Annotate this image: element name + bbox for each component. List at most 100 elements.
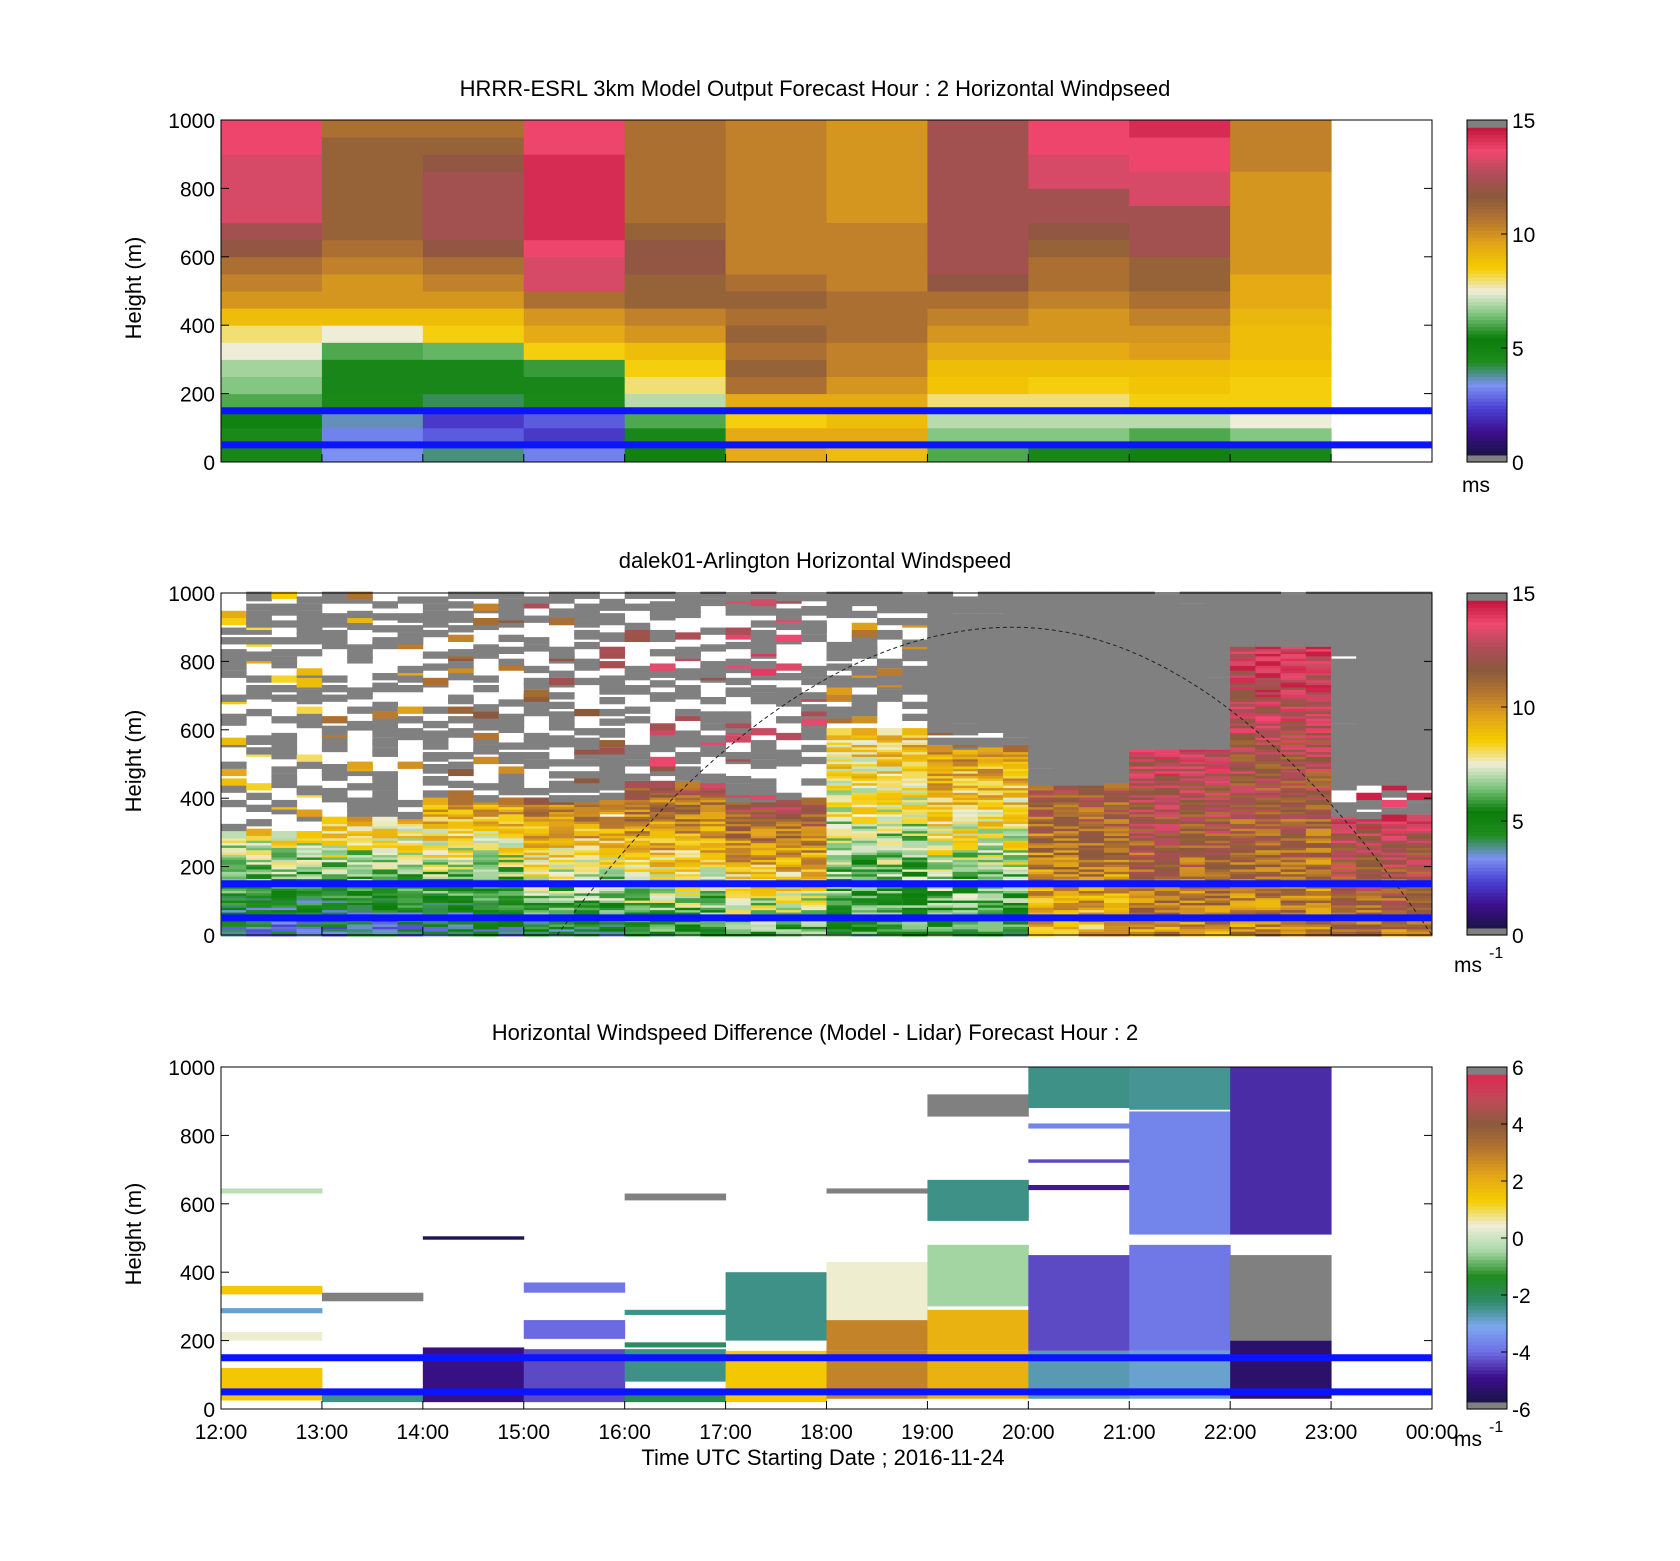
panel2-cell <box>221 857 247 865</box>
panel1-colorbar-segment <box>1467 209 1507 214</box>
panel2-cell <box>599 845 626 853</box>
panel2-cell <box>1204 682 1231 690</box>
panel1-cell <box>1028 342 1130 360</box>
panel1-colorbar-segment <box>1467 451 1507 456</box>
panel2-cell <box>1406 742 1433 750</box>
panel2-cell <box>750 603 777 611</box>
panel1-colorbar-segment <box>1467 241 1507 246</box>
panel2-cell <box>422 596 449 604</box>
panel2-cell <box>498 787 525 796</box>
panel2-cell <box>321 742 348 750</box>
panel1-cell <box>725 171 827 189</box>
panel1-colorbar-segment <box>1467 387 1507 392</box>
panel2-cell <box>498 591 525 599</box>
panel2-cell <box>1280 651 1307 659</box>
panel2-cell <box>750 759 777 767</box>
panel2-cell <box>548 780 575 789</box>
panel2-cell <box>1053 900 1080 908</box>
panel2-cell <box>523 601 550 609</box>
panel2-cell <box>725 775 752 784</box>
panel1-cell <box>422 256 525 275</box>
panel1-colorbar-segment <box>1467 134 1507 139</box>
panel2-cell <box>574 603 600 611</box>
panel2-cell <box>1104 773 1130 781</box>
panel2-cell <box>1381 807 1408 815</box>
panel1-cell <box>221 308 323 326</box>
panel2-cell <box>347 591 373 599</box>
panel2-cell <box>952 900 979 908</box>
panel2-cell <box>574 780 600 789</box>
panel1-cell <box>927 256 1029 275</box>
panel1-cell <box>927 273 1029 292</box>
panel2-cell <box>675 883 701 891</box>
panel2-cell <box>624 591 651 599</box>
panel2-cell <box>700 735 726 743</box>
panel2-cell <box>1331 730 1357 738</box>
panel2-cell <box>902 752 928 760</box>
panel2-cell <box>1305 744 1332 753</box>
panel2-cell <box>851 665 878 674</box>
panel2-cell <box>246 684 272 693</box>
panel2-cell <box>927 795 954 803</box>
panel2-cell <box>977 689 1004 698</box>
panel2-cell <box>1406 775 1433 784</box>
panel2-cell <box>952 620 979 628</box>
panel2-cell <box>498 780 525 789</box>
panel2-cell <box>599 756 626 765</box>
panel2-cell <box>296 696 323 705</box>
panel2-cell <box>498 605 525 614</box>
panel2-cell <box>927 713 954 722</box>
panel2-cell <box>1179 926 1206 935</box>
panel2-cell <box>1028 740 1054 748</box>
panel2-cell <box>1230 596 1256 604</box>
panel1-cell <box>927 308 1029 326</box>
panel2-cell <box>1154 737 1181 745</box>
panel2-cell <box>574 742 600 750</box>
panel2-cell <box>700 627 726 635</box>
panel2-cell <box>801 876 827 884</box>
panel1-cell <box>422 308 525 326</box>
panel1-colorbar-frame <box>1466 119 1508 463</box>
panel2-cell <box>1179 699 1206 707</box>
panel1-colorbar-segment <box>1467 141 1507 146</box>
panel2-cell <box>321 620 348 628</box>
panel1-cell <box>927 239 1029 258</box>
panel1-cell <box>321 427 424 446</box>
panel1-cell <box>725 427 827 446</box>
panel1-colorbar-segment <box>1467 223 1507 228</box>
panel1-cell <box>422 410 525 429</box>
panel1-colorbar-segment <box>1467 173 1507 178</box>
panel2-cell <box>372 819 399 827</box>
panel1-colorbar-segment <box>1467 330 1507 335</box>
panel2-cell <box>574 747 600 755</box>
panel1-cell <box>422 273 525 292</box>
panel1-colorbar-segment <box>1467 444 1507 449</box>
panel1-cell <box>1230 154 1332 172</box>
panel1-cell <box>321 154 424 172</box>
panel1-colorbar-segment <box>1467 255 1507 260</box>
panel2-cell <box>1230 675 1256 683</box>
panel2-cell <box>750 646 777 654</box>
panel2-cell <box>826 653 853 662</box>
panel1-cell <box>1230 239 1332 258</box>
panel1-cell <box>1028 376 1130 395</box>
panel2-cell <box>1003 620 1029 628</box>
panel2-cell <box>952 890 979 899</box>
panel2-cell <box>826 821 853 829</box>
panel2-cell <box>675 610 701 619</box>
panel2-cell <box>649 728 676 736</box>
panel1-cell <box>826 222 928 241</box>
panel2-cell <box>498 720 525 729</box>
panel2-cell <box>1078 874 1105 882</box>
panel2-cell <box>725 823 752 832</box>
panel2-cell <box>498 756 525 765</box>
panel1-cell <box>624 154 727 172</box>
panel1-colorbar-segment <box>1467 308 1507 313</box>
panel2-cell <box>221 663 247 671</box>
panel2-cell <box>1381 687 1408 695</box>
panel1-colorbar-segment <box>1467 201 1507 207</box>
panel1-colorbar-segment <box>1467 166 1507 171</box>
panel2-cell <box>473 737 499 745</box>
panel1-cell <box>221 325 323 343</box>
